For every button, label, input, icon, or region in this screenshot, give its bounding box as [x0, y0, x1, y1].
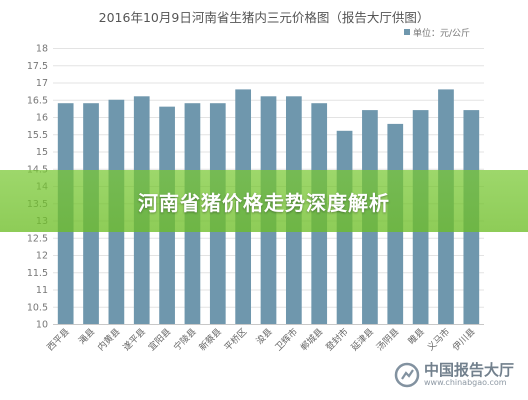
x-tick-label: 伊川县 [450, 326, 478, 354]
watermark: 中国报告大厅 www.chinabgao.com [394, 362, 514, 388]
y-tick-label: 16.5 [27, 95, 48, 106]
y-tick-label: 11 [36, 285, 48, 296]
y-tick-label: 17.5 [27, 61, 48, 72]
x-tick-label: 渑县 [77, 326, 98, 347]
y-tick-label: 14.5 [27, 164, 48, 175]
watermark-url: www.chinabgao.com [423, 377, 507, 387]
x-tick-label: 遂平县 [120, 326, 148, 354]
x-tick-label: 宁陵县 [171, 326, 199, 354]
y-tick-label: 17 [36, 78, 48, 89]
x-tick-label: 新蔡县 [196, 326, 224, 354]
x-tick-label: 睢县 [406, 326, 427, 347]
x-tick-label: 内黄县 [95, 326, 123, 354]
logo-icon [394, 362, 420, 388]
legend-swatch [404, 29, 410, 35]
banner-title: 河南省猪价格走势深度解析 [138, 190, 390, 215]
chart-title: 2016年10月9日河南省生猪内三元价格图（报告大厅供图） [99, 10, 430, 25]
x-tick-label: 宜阳县 [146, 326, 174, 354]
title-banner: 河南省猪价格走势深度解析 [0, 170, 528, 232]
x-tick-label: 登封市 [323, 326, 351, 354]
y-tick-label: 15 [36, 147, 48, 158]
x-tick-label: 郸城县 [298, 326, 326, 354]
x-axis-ticks: 西平县 渑县 内黄县 遂平县 宜阳县 宁陵县 新蔡县 平桥区 浚县 卫辉市 郸城县 登封市 延津县 汤阴县… [45, 326, 478, 354]
x-tick-label: 浚县 [253, 326, 274, 347]
x-tick-label: 延津县 [348, 326, 376, 354]
watermark-name: 中国报告大厅 [423, 360, 514, 379]
y-tick-label: 10.5 [27, 302, 48, 313]
x-tick-label: 汤阴县 [375, 326, 402, 353]
x-tick-label: 义马市 [425, 326, 453, 354]
y-tick-label: 15.5 [27, 130, 48, 141]
legend: 单位：元/公斤 [404, 27, 470, 39]
y-tick-label: 12 [36, 251, 48, 262]
y-tick-label: 11.5 [27, 268, 48, 279]
legend-label: 单位：元/公斤 [413, 27, 470, 39]
y-tick-label: 18 [36, 44, 48, 55]
x-tick-label: 平桥区 [222, 326, 250, 354]
x-tick-label: 西平县 [45, 326, 72, 353]
x-tick-label: 卫辉市 [272, 326, 300, 354]
y-tick-label: 12.5 [27, 233, 48, 244]
y-tick-label: 16 [36, 113, 48, 124]
y-tick-label: 10 [36, 320, 48, 331]
